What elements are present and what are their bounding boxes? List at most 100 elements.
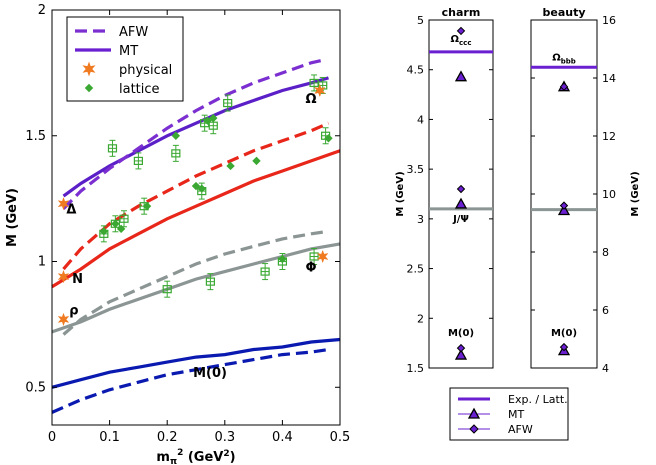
series-annotation: ρ [69,303,78,318]
physical-point [57,312,70,327]
y-tick-label: 12 [602,130,616,143]
y-tick-label: 3.5 [407,163,425,176]
plot-frame [51,9,341,426]
mt-point [557,204,571,216]
lattice-point-diamond [142,201,152,211]
legend2-label: AFW [508,423,533,436]
y-tick-label: 14 [602,72,616,85]
series-line-1 [62,58,324,210]
series-annotation: M(0) [193,366,227,381]
y-tick-label: 2 [38,3,46,18]
x-tick-label: 0 [48,430,56,445]
lattice-point-box [119,210,129,228]
lattice-point-diamond [203,116,212,125]
lattice-point-diamond [324,134,333,143]
legend-swatch-star [82,61,96,77]
x-tick-label: 0.2 [157,430,178,445]
x-axis-label: mπ2 (GeV2) [156,448,235,465]
lattice-point-diamond [252,156,261,166]
y-tick-label: 3 [417,213,424,226]
y-axis-label: M (GeV) [5,188,20,247]
panel-label: M(0) [448,328,474,339]
series-line-6 [51,337,341,389]
y-tick-label: 4.5 [407,64,425,77]
afw-point [559,82,569,91]
legend2-swatch-triangle [467,407,481,419]
legend: AFW MT physical lattice [66,16,184,102]
afw-point [456,184,466,194]
lattice-point-box [205,273,215,291]
series-line-5 [62,229,329,336]
series-annotation: Δ [66,203,76,218]
series-line-7 [51,347,329,414]
panel-title: beauty [542,6,585,19]
lattice-point-diamond [197,184,206,193]
series-line-4 [51,242,341,334]
afw-point [559,201,569,210]
y-tick-label: 8 [602,246,609,259]
main-plot: Δ Nρ Ω Φ M(0) 0 0.1 0.2 0.3 0.4 0.5 0.5 1 1.5 2 mπ2 (Ge… [5,3,350,465]
panel-label: J/Ψ [452,214,469,225]
series-annotation: Φ [305,261,316,276]
legend-swatch-diamond [84,83,94,93]
panel-title: charm [442,6,481,19]
lattice-point-box [171,144,181,162]
lattice-point-diamond [209,113,218,123]
panel-label: Ωbbb [552,53,576,66]
lattice-point-box [107,139,118,157]
x-tick-label: 0.5 [330,430,351,445]
legend-label: AFW [119,25,148,40]
series-annotation: N [72,272,83,287]
y-tick-label: 6 [602,304,609,317]
lattice-point-diamond [111,219,120,228]
lattice-point-box [309,74,319,92]
lattice-point-box [162,280,172,298]
y-tick-label: 4 [602,362,609,375]
panel-label: M(0) [551,328,577,339]
legend-label: lattice [119,82,160,97]
series-line-2 [51,149,341,289]
mt-point [454,348,468,360]
panel-frame [530,19,598,369]
physical-point [57,196,70,211]
physical-point [316,249,329,264]
lattice-point-box [223,94,233,112]
x-tick-label: 0.1 [99,430,120,445]
x-tick-label: 0.3 [214,430,235,445]
lattice-point-diamond [226,161,235,171]
lattice-point-diamond [99,227,109,236]
lower-legend: Exp. / Latt. MT AFW [449,387,569,441]
lattice-point-box [260,263,270,281]
mt-point [454,70,468,82]
y-tick-label: 16 [602,14,616,27]
beauty-plot: beauty Ωbbb M(0) 4 6 8 10 12 14 16 M (GeV) [530,6,641,375]
y-tick-label: 1.5 [407,362,425,375]
afw-point [456,26,466,36]
y-tick-label: 4 [417,113,424,126]
series-annotation: Ω [305,92,316,107]
series-line-3 [62,121,330,271]
panel-label: Ωccc [451,34,472,47]
series-line-0 [62,76,329,198]
lattice-point-diamond [116,224,126,234]
mt-point [454,197,468,209]
y-axis-label: M (GeV) [395,171,406,216]
lattice-point-box [309,247,319,265]
y-tick-label: 5 [417,14,424,27]
y-tick-label: 1 [38,255,46,270]
legend2-swatch-diamond [469,424,479,434]
y-tick-label: 2 [417,312,424,325]
y-tick-label: 1.5 [25,129,46,144]
lattice-point-diamond [278,254,287,264]
x-tick-label: 0.4 [272,430,293,445]
charm-plot: charm Ωccc J/Ψ M(0) 1.5 2 2.5 3 3.5 4 4.5 5 M (GeV) [395,6,494,375]
lattice-point-diamond [171,131,181,140]
physical-point [313,83,326,98]
afw-point [559,342,569,352]
physical-point [57,269,70,284]
y-axis-label: M (GeV) [630,171,641,216]
y-tick-label: 10 [602,188,616,201]
lattice-point-diamond [191,181,201,191]
legend2-label: Exp. / Latt. [508,393,568,406]
